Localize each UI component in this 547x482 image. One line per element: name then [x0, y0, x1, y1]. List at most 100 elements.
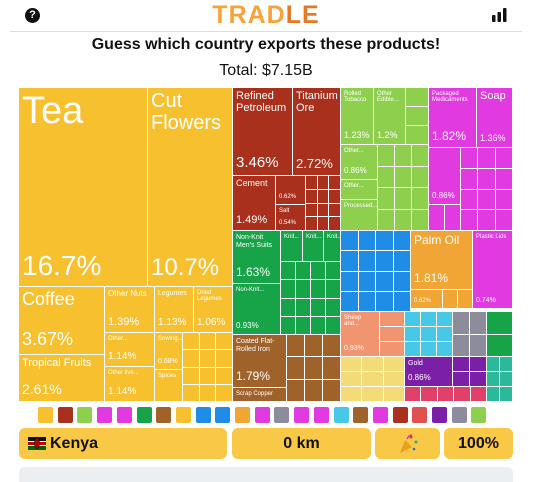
treemap-cell	[461, 210, 479, 231]
treemap-cell	[380, 342, 405, 357]
treemap-tile: Sheep and... 0.93%	[341, 312, 380, 357]
tile-share: 0.86%	[432, 191, 455, 200]
tile-label: Tropical Fruits	[22, 357, 92, 369]
treemap-cell	[453, 334, 470, 357]
treemap-cell	[311, 316, 326, 335]
treemap-cell	[495, 168, 513, 190]
treemap-cell	[183, 350, 200, 368]
tile-label: Other Nuts	[108, 289, 147, 298]
treemap-cell	[183, 384, 200, 402]
treemap-cell	[341, 372, 363, 387]
treemap-tile: Legumes 1.13%	[155, 287, 194, 333]
tile-share: 0.62%	[414, 298, 432, 304]
treemap-cell	[487, 387, 500, 402]
treemap-cell	[478, 168, 496, 190]
treemap-cell	[378, 188, 395, 210]
tile-label: Processed...	[344, 203, 378, 209]
tile-share: 1.23%	[344, 130, 370, 140]
treemap-cell	[412, 188, 429, 210]
tile-label: Tea	[22, 90, 84, 132]
treemap-tile: Knit...	[281, 231, 303, 262]
treemap-cell	[306, 217, 318, 231]
tile-share: 1.14%	[108, 386, 137, 397]
tile-label: Non-Knit...	[236, 287, 265, 293]
tile-share: 0.93%	[236, 321, 259, 330]
treemap-cell	[323, 379, 341, 402]
category-icon	[273, 406, 291, 424]
treemap-cell	[317, 176, 330, 190]
treemap-cell	[305, 357, 323, 380]
treemap-cell	[383, 387, 405, 402]
flag	[28, 437, 46, 450]
category-icon	[194, 406, 212, 424]
treemap-cell	[378, 166, 395, 188]
stats-button[interactable]	[490, 7, 510, 23]
treemap-cell	[395, 188, 412, 210]
category-icon	[96, 406, 114, 424]
treemap-cell	[437, 327, 453, 342]
category-icon	[56, 406, 74, 424]
treemap-cell	[412, 209, 429, 231]
header-rule	[10, 31, 522, 32]
tile-share: 3.46%	[236, 154, 279, 171]
tile-label: Other...	[344, 183, 364, 189]
treemap-cell	[341, 387, 363, 402]
category-icon	[332, 406, 350, 424]
treemap-cell	[470, 387, 487, 402]
tile-share: 1.13%	[158, 317, 187, 328]
treemap-cell	[393, 231, 411, 252]
tile-label: Spices	[158, 373, 177, 379]
treemap-cell	[329, 176, 341, 190]
tile-label: Scrap Copper	[236, 391, 274, 397]
tile-label: Coffee	[22, 289, 75, 309]
treemap-cell	[421, 327, 437, 342]
treemap-cell	[437, 342, 453, 357]
treemap-cell	[287, 379, 305, 402]
treemap-cell	[500, 372, 513, 387]
tile-share: 1.81%	[414, 271, 449, 285]
tile-label: Plastic Lids	[476, 234, 507, 240]
treemap-cell	[405, 327, 421, 342]
tile-label: Dried Legumes	[197, 290, 222, 303]
tile-share: 1.63%	[236, 265, 271, 279]
tile-share: 0.93%	[344, 345, 364, 352]
category-icon	[312, 406, 330, 424]
treemap-cell	[495, 148, 513, 169]
treemap-cell	[395, 166, 412, 188]
tile-label: Gold	[408, 360, 423, 367]
logo: TRADLE	[0, 1, 532, 30]
treemap-cell	[393, 291, 411, 312]
guess-country-box: Kenya	[19, 428, 227, 459]
treemap-cell	[317, 217, 330, 231]
treemap-cell	[453, 357, 470, 372]
treemap-cell	[358, 231, 376, 252]
tile-label: Knit...	[327, 234, 341, 240]
treemap-cell	[362, 387, 384, 402]
category-icon	[234, 406, 251, 424]
treemap-cell	[296, 280, 311, 299]
treemap-tile: Titanium Ore 2.72%	[293, 88, 341, 176]
tile-label: Coated Flat-Rolled Iron	[236, 338, 275, 353]
treemap-tile: Refined Petroleum 3.46%	[233, 88, 293, 176]
treemap-cell	[329, 189, 341, 204]
guess-proximity: 100%	[444, 428, 513, 459]
treemap-cell	[412, 166, 429, 188]
help-button[interactable]: ?	[25, 8, 40, 23]
treemap-cell	[281, 316, 296, 335]
tile-share: 0.74%	[476, 297, 496, 304]
treemap-cell	[478, 148, 496, 169]
treemap-cell	[470, 312, 487, 335]
treemap-cell	[421, 342, 437, 357]
guess-input[interactable]	[19, 467, 513, 482]
tile-label: Cut Flowers	[151, 90, 222, 134]
treemap-cell	[405, 387, 422, 402]
category-icon	[352, 406, 370, 424]
treemap-cell	[183, 367, 200, 385]
treemap-cell	[216, 333, 233, 351]
treemap-cell	[406, 126, 429, 145]
treemap-cell	[326, 280, 341, 299]
category-icon	[371, 406, 389, 424]
treemap-cell	[306, 189, 318, 204]
treemap-tile: Tropical Fruits 2.61%	[19, 355, 105, 402]
treemap-tile: Spices	[155, 370, 183, 402]
